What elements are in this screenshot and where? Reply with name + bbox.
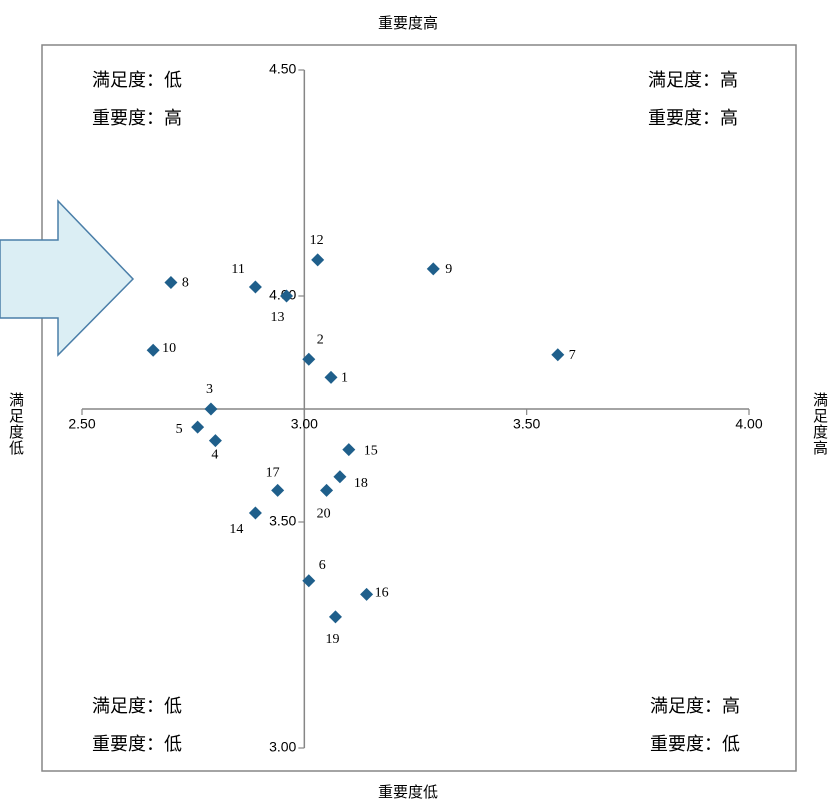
data-point-marker — [324, 370, 338, 384]
quadrant-bottom-left-line-2: 重要度：低 — [92, 734, 182, 755]
data-point-marker — [248, 506, 262, 520]
data-point-label: 5 — [176, 422, 183, 437]
y-tick-label: 3.50 — [269, 513, 296, 529]
x-tick-label: 2.50 — [68, 415, 95, 431]
data-point-label: 9 — [445, 262, 452, 277]
data-point-marker — [311, 253, 325, 267]
quadrant-top-right-line-1: 満足度：高 — [648, 70, 738, 91]
quadrant-bottom-right-line-2: 重要度：低 — [650, 734, 740, 755]
top-axis-title: 重要度高 — [378, 14, 439, 32]
data-point-marker — [328, 610, 342, 624]
data-point-marker — [333, 470, 347, 484]
quadrant-top-right-line-2: 重要度：高 — [648, 108, 738, 129]
quadrant-bottom-left-label: 満足度：低 重要度：低 — [92, 688, 182, 764]
data-point-label: 2 — [317, 332, 324, 347]
quadrant-bottom-right-line-1: 満足度：高 — [650, 696, 740, 717]
bottom-axis-title: 重要度低 — [378, 783, 439, 801]
y-tick-label: 3.00 — [269, 739, 296, 755]
data-point-label: 12 — [310, 233, 324, 248]
y-tick-label: 4.50 — [269, 61, 296, 77]
data-point-label: 1 — [341, 370, 348, 385]
data-point-label: 19 — [325, 632, 339, 647]
data-point-label: 10 — [162, 341, 176, 356]
x-tick-label: 3.50 — [513, 415, 540, 431]
x-tick-label: 4.00 — [735, 415, 762, 431]
data-point-marker — [320, 483, 334, 497]
data-point-marker — [146, 343, 160, 357]
data-point-label: 8 — [182, 275, 189, 290]
data-point-marker — [360, 587, 374, 601]
data-point-label: 15 — [364, 444, 378, 459]
data-point-marker — [191, 420, 205, 434]
data-point-marker — [164, 275, 178, 289]
data-point-marker — [426, 262, 440, 276]
quadrant-bottom-right-label: 満足度：高 重要度：低 — [650, 688, 740, 764]
data-point-label: 3 — [206, 382, 213, 397]
data-point-marker — [342, 443, 356, 457]
quadrant-top-left-line-2: 重要度：高 — [92, 108, 182, 129]
axes: 2.503.003.504.003.003.504.004.50 — [68, 61, 762, 755]
left-axis-title: 満足度低 — [7, 392, 25, 456]
quadrant-top-right-label: 満足度：高 重要度：高 — [648, 62, 738, 138]
data-point-label: 4 — [211, 448, 218, 463]
data-point-label: 7 — [569, 348, 576, 363]
data-point-marker — [302, 574, 316, 588]
data-point-marker — [271, 483, 285, 497]
data-point-label: 11 — [231, 262, 244, 277]
quadrant-bottom-left-line-1: 満足度：低 — [92, 696, 182, 717]
data-point-label: 13 — [271, 310, 285, 325]
data-point-marker — [248, 280, 262, 294]
data-point-label: 18 — [354, 476, 368, 491]
data-point-marker — [280, 289, 294, 303]
x-tick-label: 3.00 — [291, 415, 318, 431]
data-point-label: 6 — [319, 558, 326, 573]
plot-frame — [41, 44, 797, 772]
data-point-label: 16 — [375, 585, 389, 600]
data-point-marker — [208, 434, 222, 448]
data-point-label: 14 — [229, 522, 243, 537]
quadrant-top-left-label: 満足度：低 重要度：高 — [92, 62, 182, 138]
arrow-shape — [0, 199, 135, 357]
data-point-marker — [302, 352, 316, 366]
data-point-label: 17 — [266, 465, 280, 480]
quadrant-top-left-line-1: 満足度：低 — [92, 70, 182, 91]
right-axis-title: 満足度高 — [811, 392, 829, 456]
data-point-marker — [551, 348, 565, 362]
data-point-label: 20 — [317, 506, 331, 521]
data-point-marker — [204, 402, 218, 416]
